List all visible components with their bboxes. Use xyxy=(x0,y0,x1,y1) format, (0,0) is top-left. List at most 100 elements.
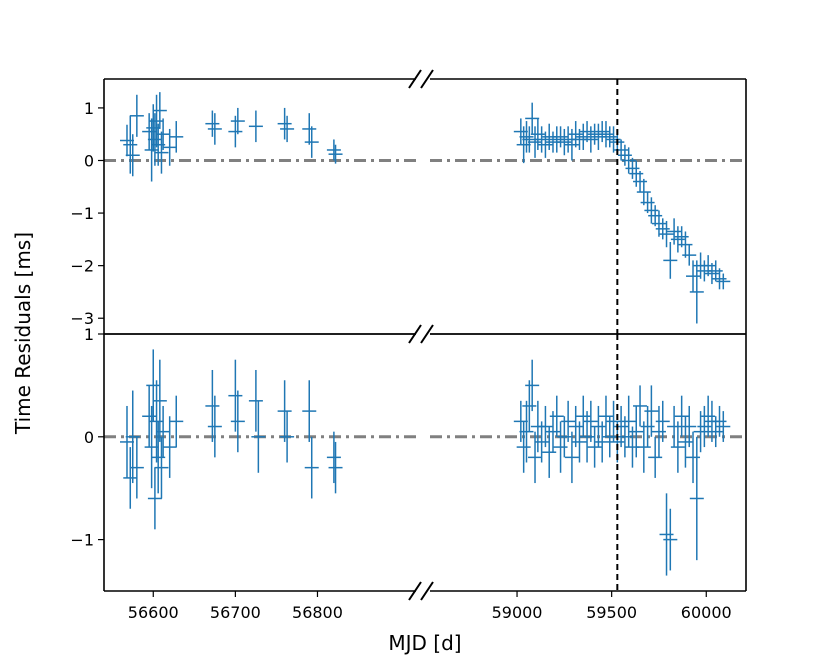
data-point-right xyxy=(682,244,697,266)
y-tick-label: −2 xyxy=(70,257,94,276)
data-point-right xyxy=(557,416,572,458)
data-point-left xyxy=(277,107,292,140)
data-point-right xyxy=(583,126,598,153)
data-point-right xyxy=(522,126,537,153)
data-point-right xyxy=(587,426,602,468)
data-point-left xyxy=(152,92,167,129)
bottom-panel: 1 0 −1 56600 56700 56800 59000 59500 60000 xyxy=(70,325,747,622)
break-slash xyxy=(408,69,422,89)
data-point-right xyxy=(644,385,659,437)
data-point-left xyxy=(277,380,292,442)
data-point-left xyxy=(205,369,220,442)
data-point-left xyxy=(169,395,184,448)
data-point-right xyxy=(513,400,528,442)
data-point-right xyxy=(648,436,663,478)
x-tick-label: 59500 xyxy=(586,603,637,622)
data-point-right xyxy=(682,405,697,448)
y-tick-label: −3 xyxy=(70,309,94,328)
data-point-left xyxy=(162,128,177,166)
break-slash xyxy=(420,69,434,89)
top-y-ticks: 1 0 −1 −2 −3 xyxy=(70,99,104,328)
data-point-right xyxy=(595,421,610,463)
x-tick-label: 56600 xyxy=(128,603,179,622)
data-point-right xyxy=(621,395,636,448)
data-point-right xyxy=(542,426,557,478)
data-point-left xyxy=(304,126,319,158)
data-point-right xyxy=(519,400,534,463)
data-point-right xyxy=(670,421,685,473)
data-point-left xyxy=(144,118,159,182)
data-point-left xyxy=(326,139,341,161)
data-point-right xyxy=(625,157,640,179)
data-point-right xyxy=(538,405,553,448)
data-point-right xyxy=(689,436,704,561)
x-tick-label: 60000 xyxy=(681,603,732,622)
data-point-right xyxy=(644,197,659,224)
data-point-right xyxy=(655,400,670,442)
data-point-left xyxy=(162,416,177,478)
data-point-right xyxy=(686,260,701,292)
data-point-right xyxy=(655,218,670,240)
data-point-right xyxy=(598,121,613,148)
data-point-right xyxy=(606,400,621,442)
data-point-left xyxy=(129,436,144,499)
data-point-right xyxy=(580,121,595,143)
break-marker xyxy=(408,581,434,601)
data-point-left xyxy=(149,94,164,148)
data-point-right xyxy=(674,395,689,437)
x-axis-label: MJD [d] xyxy=(388,631,461,655)
data-point-right xyxy=(648,205,663,227)
data-point-left xyxy=(328,144,343,164)
data-point-right xyxy=(674,226,689,248)
data-point-right xyxy=(659,220,674,248)
data-point-right xyxy=(602,416,617,458)
y-axis-label: Time Residuals [ms] xyxy=(11,232,35,435)
data-point-right xyxy=(513,118,528,145)
data-point-right xyxy=(636,178,651,206)
data-point-right xyxy=(686,431,701,484)
data-point-right xyxy=(553,421,568,473)
data-point-right xyxy=(583,400,598,442)
data-point-right xyxy=(617,144,632,166)
data-point-right xyxy=(534,421,549,463)
break-marker xyxy=(408,69,434,89)
data-point-left xyxy=(169,121,184,153)
break-slash xyxy=(420,581,434,601)
data-point-right xyxy=(568,121,583,148)
data-point-right xyxy=(528,431,543,484)
data-point-left xyxy=(328,441,343,494)
data-point-right xyxy=(525,102,540,135)
data-point-right xyxy=(640,192,655,214)
data-point-right xyxy=(678,416,693,468)
data-point-left xyxy=(147,113,162,166)
data-point-right xyxy=(667,218,682,245)
data-point-right xyxy=(557,128,572,156)
y-tick-label: 0 xyxy=(84,151,94,170)
data-point-left xyxy=(156,405,171,458)
top-data-points xyxy=(119,92,731,324)
data-point-left xyxy=(302,113,317,145)
axis-break-markers xyxy=(408,69,434,601)
data-point-right xyxy=(693,411,708,453)
data-point-right xyxy=(659,493,674,576)
data-point-right xyxy=(580,411,595,463)
data-point-right xyxy=(712,405,727,437)
data-point-left xyxy=(123,115,138,174)
data-point-right xyxy=(629,160,644,187)
bottom-data-points xyxy=(119,349,731,576)
data-point-right xyxy=(516,126,531,164)
data-point-left xyxy=(302,380,317,442)
data-point-right xyxy=(564,431,579,484)
data-point-right xyxy=(576,395,591,437)
data-point-left xyxy=(123,447,138,509)
data-point-right xyxy=(595,121,610,143)
data-point-right xyxy=(598,395,613,437)
data-point-right xyxy=(617,416,632,458)
data-point-left xyxy=(156,118,171,150)
data-point-left xyxy=(147,467,162,530)
data-point-left xyxy=(280,115,295,143)
data-point-right xyxy=(704,263,719,285)
data-point-right xyxy=(568,405,583,448)
